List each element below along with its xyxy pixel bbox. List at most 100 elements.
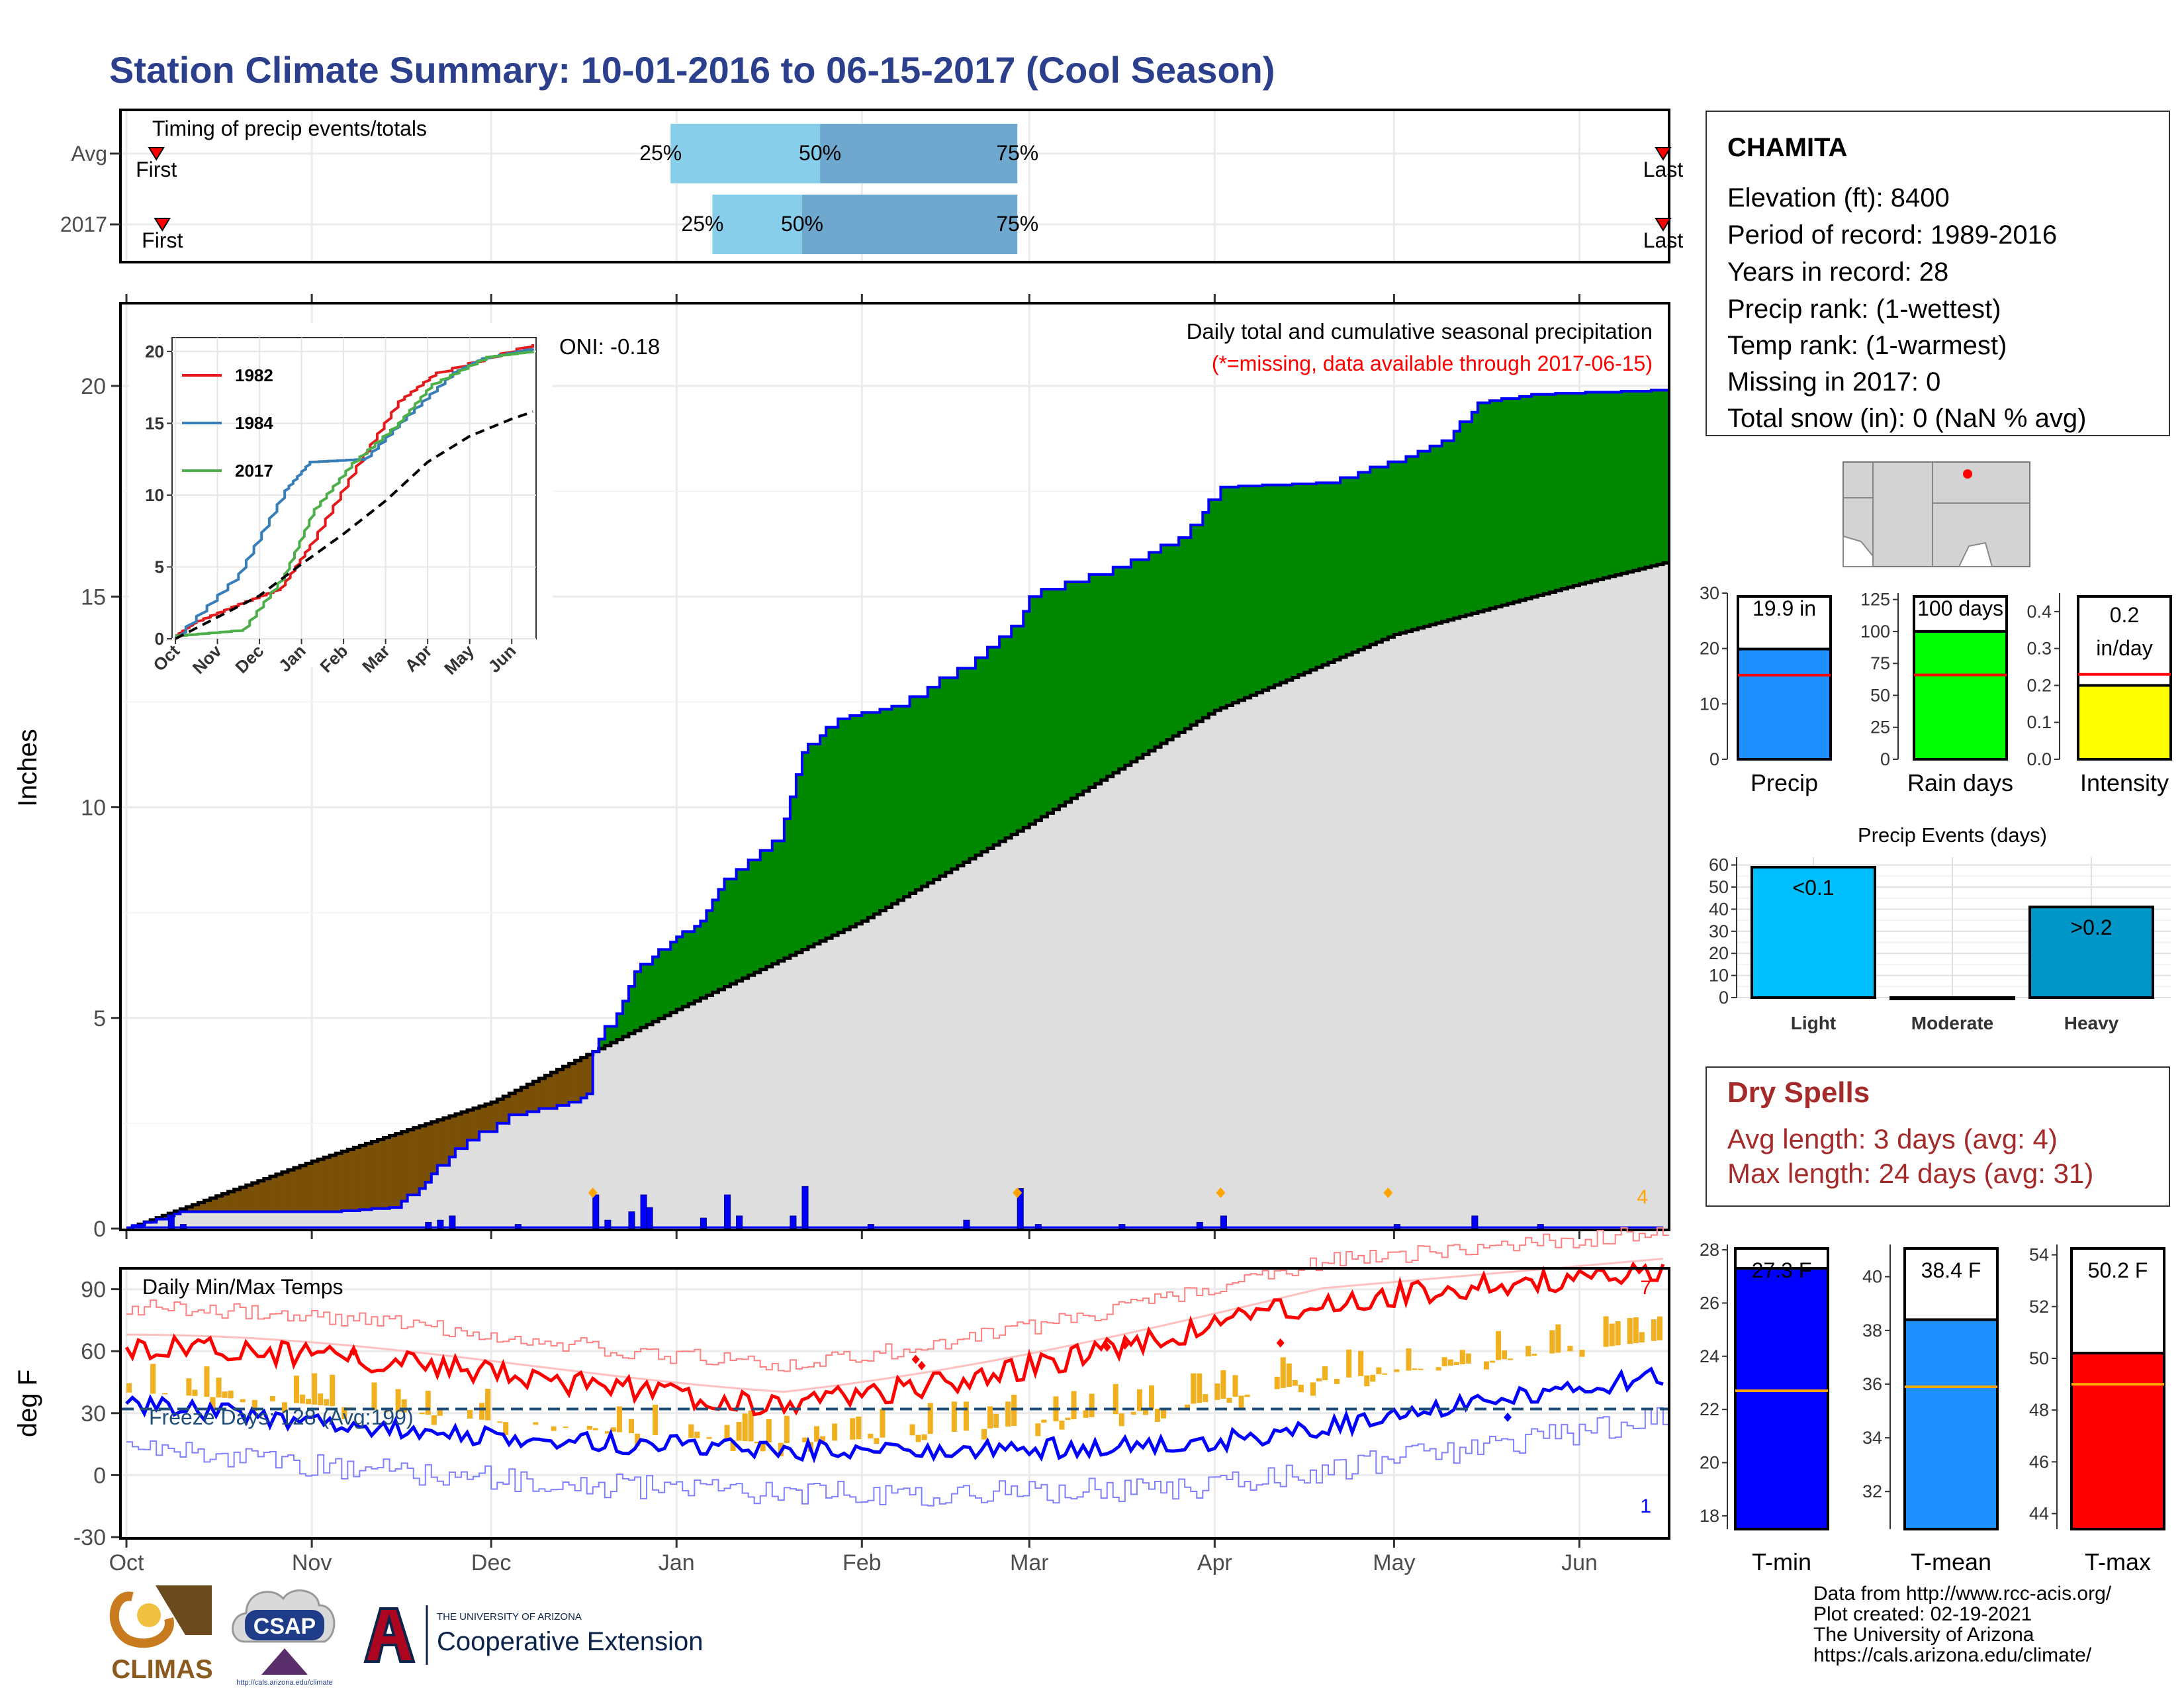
deficit-segment [228,1192,235,1212]
surplus-segment [999,636,1006,842]
record-high-marker [1120,1340,1129,1350]
surplus-segment [1005,636,1012,838]
deficit-segment [204,1200,211,1212]
surplus-segment [1555,393,1562,591]
temp-anomaly-bar [1483,1361,1489,1370]
surplus-segment [1023,611,1030,828]
events-bar-label: >0.2 [2070,915,2112,939]
surplus-segment [1639,391,1646,569]
surplus-segment [832,727,839,935]
surplus-segment [1310,483,1317,671]
station-name: CHAMITA [1727,133,1847,162]
surplus-segment [1197,525,1203,722]
surplus-segment [957,668,964,866]
surplus-segment [1017,626,1024,831]
surplus-segment [634,971,641,1031]
deficit-segment [318,1159,324,1212]
deficit-segment [467,1109,474,1141]
temp-anomaly-bar [706,1436,712,1439]
record-high-marker [1103,1342,1111,1352]
surplus-segment [1226,487,1234,706]
surplus-segment [1615,392,1622,575]
surplus-segment [1113,567,1120,773]
temp-x-tick-label: Jan [659,1550,695,1575]
climas-logo-text: CLIMAS [111,1655,212,1684]
deficit-segment [389,1135,396,1208]
temp-anomaly-bar [1136,1389,1142,1411]
station-info-frame [1706,111,2170,436]
temp-anomaly-bar [963,1401,969,1431]
temp-anomaly-bar [856,1416,862,1440]
inset-y-tick-label: 5 [155,557,164,577]
deficit-segment [521,1087,527,1115]
temp-anomaly-bar [1657,1316,1662,1340]
temp-anomaly-bar [760,1442,766,1452]
record-high-marker [349,1346,358,1356]
dry-spells-avg: Avg length: 3 days (avg: 4) [1727,1123,2058,1154]
deficit-segment [580,1057,588,1098]
temp-bar-tick-label: 34 [1862,1428,1882,1448]
temp-bar-t-mean [1903,1318,1999,1531]
surplus-segment [700,921,707,998]
precip-panel-title: Daily total and cumulative seasonal prec… [1187,319,1653,344]
deficit-segment [473,1107,480,1141]
summary-tick-label: 125 [1860,590,1890,610]
surplus-segment [1089,574,1096,788]
deficit-segment [222,1194,229,1212]
temp-anomaly-bar [604,1431,610,1434]
deficit-segment [569,1063,576,1103]
temp-anomaly-bar [1286,1363,1292,1387]
surplus-segment [945,677,952,873]
surplus-segment [1424,451,1431,627]
surplus-segment [1459,422,1467,617]
temp-bar-tick-label: 32 [1862,1481,1882,1501]
surplus-segment [1118,567,1126,769]
surplus-segment [1011,626,1018,835]
temp-anomaly-bar [204,1366,210,1397]
surplus-segment [1662,390,1670,563]
deficit-segment [251,1183,259,1212]
temp-anomaly-bar [1495,1331,1502,1360]
daily-max-temp-line [124,1261,1665,1417]
temp-bar-tick-label: 26 [1700,1293,1719,1313]
surplus-segment [712,900,719,993]
temp-anomaly-bar [1406,1348,1412,1371]
temp-anomaly-bar [551,1426,557,1431]
surplus-segment [724,878,731,987]
temp-anomaly-bar [1346,1349,1352,1378]
surplus-segment [1537,394,1544,596]
timing-label-25: 25% [681,212,723,236]
inset-frame [171,337,537,639]
inset-y-tick-label: 15 [145,413,164,433]
daily-precip-bar [604,1219,612,1229]
temp-anomaly-bar [951,1401,957,1432]
deficit-segment [246,1185,253,1212]
events-bar-heavy [2028,906,2154,1000]
surplus-segment [1651,390,1658,566]
surplus-segment [1304,483,1311,673]
summary-tick-label: 50 [1870,685,1890,705]
summary-tick-label: 25 [1870,718,1890,737]
temp-anomaly-bar [634,1433,641,1446]
temp-anomaly-bar [395,1389,401,1412]
temp-anomaly-bar [987,1406,993,1429]
temp-anomaly-bar [228,1390,234,1399]
deficit-segment [330,1155,336,1212]
surplus-segment [963,668,970,863]
temp-anomaly-bar [1203,1394,1208,1403]
events-tick-label: 20 [1709,943,1729,963]
temp-anomaly-bar [485,1388,491,1421]
temp-bar-outline [1734,1247,1829,1270]
summary-tick-label: 30 [1700,583,1719,603]
temp-anomaly-bar [216,1378,222,1398]
deficit-segment [455,1113,462,1149]
deficit-segment [240,1187,247,1212]
precip-ylabel: Inches [13,729,42,807]
temp-anomaly-bar [425,1391,431,1415]
temp-anomaly-bar [1639,1332,1645,1342]
temp-anomaly-bar [1274,1376,1280,1389]
deficit-segment [515,1090,522,1115]
surplus-segment [1292,483,1299,678]
surplus-segment [993,647,1000,845]
surplus-segment [1256,486,1263,693]
